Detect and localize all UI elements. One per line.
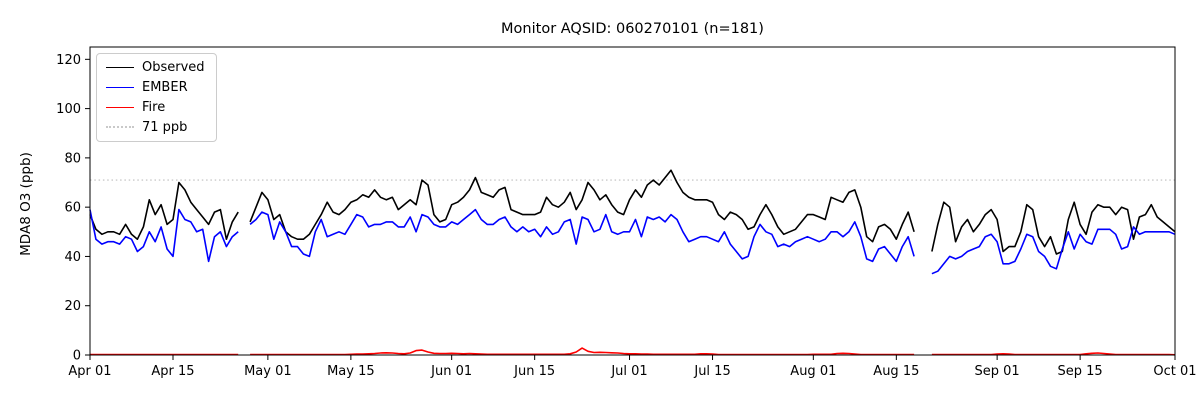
x-tick-label: Aug 15 xyxy=(873,364,919,379)
x-tick-label: Jul 01 xyxy=(610,364,647,379)
observed-line-swatch xyxy=(106,67,134,69)
y-tick-label: 120 xyxy=(56,53,81,68)
y-tick-label: 0 xyxy=(73,349,81,364)
x-tick-label: Oct 01 xyxy=(1153,364,1196,379)
ember-line-swatch xyxy=(106,87,134,89)
x-tick-label: Apr 01 xyxy=(68,364,111,379)
y-tick-label: 60 xyxy=(64,201,81,216)
ember-line xyxy=(89,208,1176,275)
legend-item-observed: Observed xyxy=(106,61,207,74)
legend-item-ember: EMBER xyxy=(106,81,207,94)
legend-label-fire: Fire xyxy=(142,99,166,115)
x-tick-label: Sep 15 xyxy=(1058,364,1103,379)
y-tick-label: 20 xyxy=(64,299,81,314)
legend-item-fire: Fire xyxy=(106,101,207,114)
chart-title: Monitor AQSID: 060270101 (n=181) xyxy=(501,21,764,37)
y-tick-label: 80 xyxy=(64,151,81,166)
x-tick-label: May 01 xyxy=(244,364,292,379)
x-tick-label: Apr 15 xyxy=(151,364,194,379)
fire-line-swatch xyxy=(106,106,134,108)
fire-line xyxy=(90,347,1176,356)
legend: Observed EMBER Fire 71 ppb xyxy=(96,53,217,142)
legend-label-threshold: 71 ppb xyxy=(142,119,188,135)
x-tick-label: Jun 01 xyxy=(430,364,472,379)
legend-label-observed: Observed xyxy=(142,60,205,76)
y-tick-label: 40 xyxy=(64,250,81,265)
legend-item-threshold: 71 ppb xyxy=(106,121,207,134)
x-tick-label: Jun 15 xyxy=(513,364,555,379)
threshold-line-swatch xyxy=(106,126,134,129)
x-tick-label: May 15 xyxy=(327,364,375,379)
x-tick-label: Sep 01 xyxy=(975,364,1020,379)
axes-frame xyxy=(89,46,1176,356)
legend-label-ember: EMBER xyxy=(142,80,188,96)
x-tick-label: Jul 15 xyxy=(693,364,730,379)
observed-line xyxy=(89,169,1176,255)
x-tick-label: Aug 01 xyxy=(790,364,836,379)
y-tick-label: 100 xyxy=(56,102,81,117)
